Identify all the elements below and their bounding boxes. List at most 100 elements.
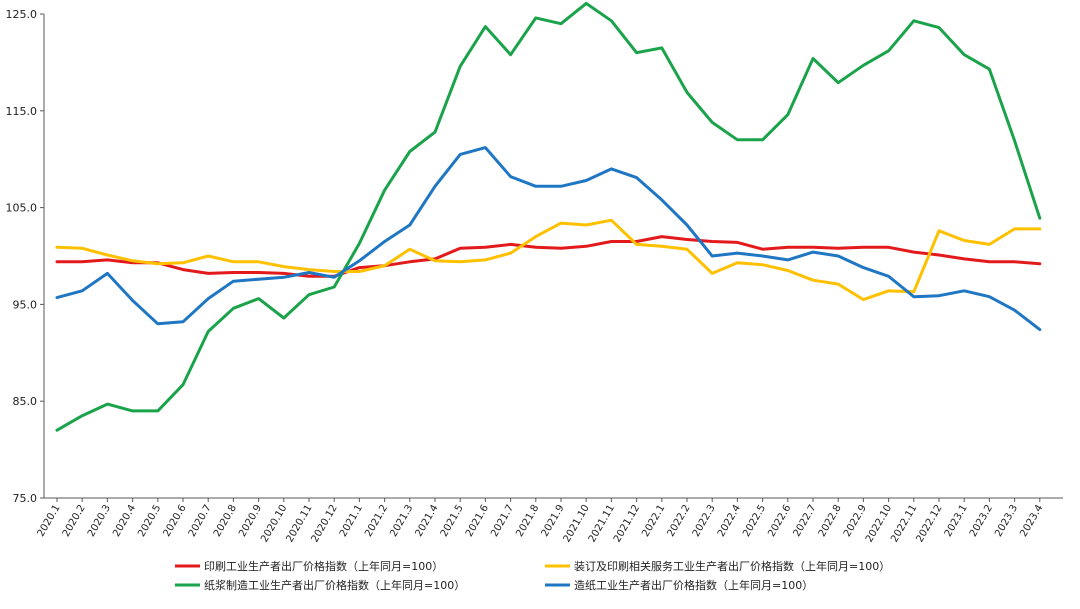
data-point <box>1013 261 1015 263</box>
data-point <box>560 22 562 24</box>
data-point <box>535 17 537 19</box>
data-point <box>333 286 335 288</box>
data-point <box>409 224 411 226</box>
x-tick-label: 2021.3 <box>388 503 415 539</box>
data-point <box>283 317 285 319</box>
x-tick-label: 2021.4 <box>414 503 441 539</box>
legend-label: 造纸工业生产者出厂价格指数（上年同月=100） <box>574 578 813 592</box>
data-point <box>358 266 360 268</box>
legend: 印刷工业生产者出厂价格指数（上年同月=100） 装订及印刷相关服务工业生产者出厂价… <box>175 559 890 592</box>
data-point <box>812 246 814 248</box>
data-point <box>988 295 990 297</box>
data-point <box>509 243 511 245</box>
x-tick-label: 2021.8 <box>514 503 541 539</box>
x-tick-label: 2020.9 <box>237 503 264 539</box>
data-point <box>308 275 310 277</box>
x-tick-label: 2022.9 <box>842 503 869 539</box>
x-tick-label: 2022.8 <box>817 503 844 539</box>
series-line-4 <box>55 146 1042 332</box>
legend-label: 印刷工业生产者出厂价格指数（上年同月=100） <box>204 559 443 573</box>
x-tick-label: 2020.4 <box>111 503 138 539</box>
data-point <box>761 139 763 141</box>
series-line-3 <box>55 1 1042 432</box>
data-point <box>131 299 133 301</box>
data-point <box>686 91 688 93</box>
y-tick-label: 85.0 <box>13 395 38 408</box>
data-point <box>711 255 713 257</box>
data-point <box>81 290 83 292</box>
x-tick-label: 2020.8 <box>212 503 239 539</box>
data-point <box>484 146 486 148</box>
data-point <box>434 185 436 187</box>
data-point <box>585 2 587 4</box>
data-point <box>887 290 889 292</box>
series-line-2 <box>55 218 1042 302</box>
x-tick-label: 2020.3 <box>86 503 113 539</box>
data-point <box>257 278 259 280</box>
data-point <box>358 242 360 244</box>
data-point <box>761 264 763 266</box>
x-tick-label: 2022.1 <box>640 503 667 539</box>
data-point <box>1013 140 1015 142</box>
data-point <box>308 271 310 273</box>
x-tick-label: 2020.2 <box>61 503 88 539</box>
data-point <box>509 175 511 177</box>
x-tick-label: 2022.3 <box>691 503 718 539</box>
data-point <box>232 307 234 309</box>
data-point <box>131 260 133 262</box>
data-point <box>686 248 688 250</box>
data-point <box>862 266 864 268</box>
data-point <box>434 260 436 262</box>
data-point <box>887 50 889 52</box>
data-point <box>535 185 537 187</box>
data-point <box>157 323 159 325</box>
data-point <box>308 268 310 270</box>
x-tick-label: 2023.4 <box>1018 503 1045 539</box>
data-point <box>459 65 461 67</box>
data-point <box>358 270 360 272</box>
data-point <box>383 264 385 266</box>
data-point <box>913 251 915 253</box>
data-point <box>157 410 159 412</box>
data-point <box>661 199 663 201</box>
data-point <box>459 153 461 155</box>
data-point <box>686 224 688 226</box>
data-point <box>131 410 133 412</box>
data-point <box>837 255 839 257</box>
y-tick-label: 115.0 <box>6 105 38 118</box>
data-point <box>434 131 436 133</box>
data-point <box>1013 309 1015 311</box>
data-point <box>232 280 234 282</box>
data-point <box>938 294 940 296</box>
axes: 75.085.095.0105.0115.0125.02020.12020.22… <box>6 8 1063 544</box>
data-point <box>837 82 839 84</box>
data-point <box>509 53 511 55</box>
x-tick-label: 2021.9 <box>540 503 567 539</box>
data-point <box>535 235 537 237</box>
data-point <box>711 240 713 242</box>
data-point <box>257 297 259 299</box>
data-point <box>736 252 738 254</box>
data-point <box>787 246 789 248</box>
data-point <box>913 295 915 297</box>
series-lines <box>55 1 1042 432</box>
data-point <box>988 243 990 245</box>
data-point <box>787 259 789 261</box>
data-point <box>182 262 184 264</box>
data-point <box>938 254 940 256</box>
data-point <box>207 297 209 299</box>
data-point <box>736 262 738 264</box>
x-tick-label: 2020.7 <box>187 503 214 539</box>
data-point <box>409 261 411 263</box>
data-point <box>635 243 637 245</box>
data-point <box>409 150 411 152</box>
data-point <box>963 53 965 55</box>
data-point <box>1039 328 1041 330</box>
x-tick-label: 2022.4 <box>716 503 743 539</box>
data-point <box>887 275 889 277</box>
data-point <box>711 272 713 274</box>
x-tick-label: 2021.7 <box>489 503 516 539</box>
data-point <box>56 261 58 263</box>
x-tick-label: 2021.2 <box>363 503 390 539</box>
